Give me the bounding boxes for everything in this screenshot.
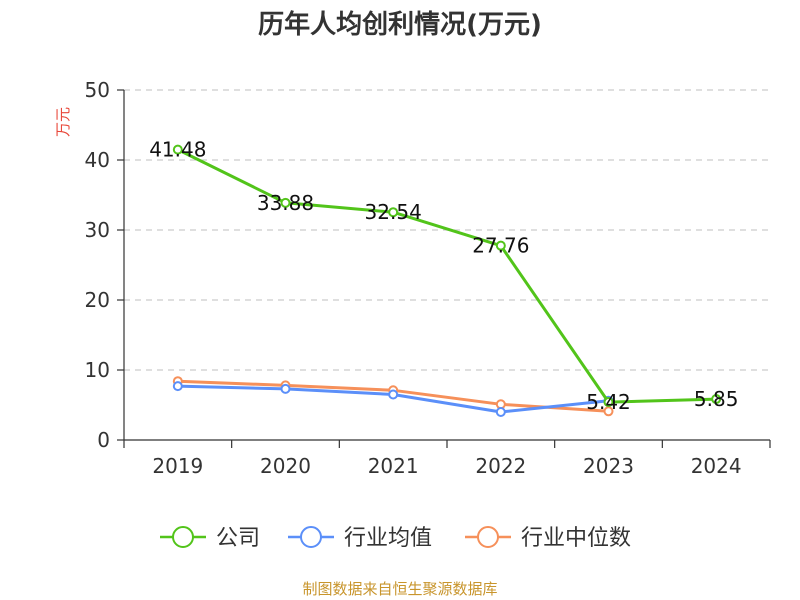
- data-point: [172, 144, 183, 155]
- data-label: 32.54: [365, 200, 422, 224]
- x-tick-label: 2020: [260, 454, 311, 478]
- x-tick-label: 2024: [691, 454, 742, 478]
- legend-marker: [300, 526, 322, 548]
- legend-label: 行业均值: [344, 526, 432, 551]
- data-point: [495, 240, 506, 251]
- x-tick-label: 2023: [583, 454, 634, 478]
- data-point: [603, 406, 614, 417]
- data-point: [388, 389, 399, 400]
- x-tick-label: 2021: [368, 454, 419, 478]
- data-labels: 41.48 33.88 32.54 27.76 5.42 5.85: [149, 138, 738, 414]
- y-tick-label: 0: [97, 428, 110, 452]
- legend-marker: [172, 526, 194, 548]
- data-point: [603, 397, 614, 408]
- legend-item-1: 行业均值: [288, 526, 432, 551]
- legend-label: 公司: [216, 526, 260, 551]
- legend: 公司 行业均值 行业中位数: [160, 526, 631, 551]
- data-point: [280, 383, 291, 394]
- data-point: [388, 207, 399, 218]
- legend-label: 行业中位数: [521, 526, 631, 551]
- data-point: [495, 407, 506, 417]
- data-label: 27.76: [472, 234, 529, 258]
- data-label: 5.85: [694, 387, 739, 411]
- source-note: 制图数据来自恒生聚源数据库: [302, 580, 497, 598]
- y-tick-label: 10: [85, 358, 110, 382]
- legend-item-2: 行业中位数: [465, 526, 631, 551]
- y-tick-label: 20: [85, 288, 110, 312]
- y-tick-label: 50: [85, 78, 110, 102]
- chart-title: 历年人均创利情况(万元): [258, 9, 542, 40]
- data-label: 33.88: [257, 191, 314, 215]
- data-label: 41.48: [149, 138, 206, 162]
- legend-item-0: 公司: [160, 526, 260, 551]
- x-tick-label: 2019: [152, 454, 203, 478]
- data-point: [280, 197, 291, 208]
- series-line-0: [177, 148, 717, 404]
- data-point: [711, 394, 722, 405]
- data-point: [172, 381, 183, 392]
- series-lines: [172, 144, 722, 417]
- x-tick-label: 2022: [475, 454, 526, 478]
- axes: 0 10 20 30 40 50 2019 2020 2021 2022 2023 2024: [85, 78, 771, 478]
- y-tick-label: 30: [85, 218, 110, 242]
- y-axis-label: 万元: [54, 107, 72, 137]
- data-label: 5.42: [586, 390, 631, 414]
- y-tick-label: 40: [85, 148, 110, 172]
- legend-marker: [477, 526, 499, 548]
